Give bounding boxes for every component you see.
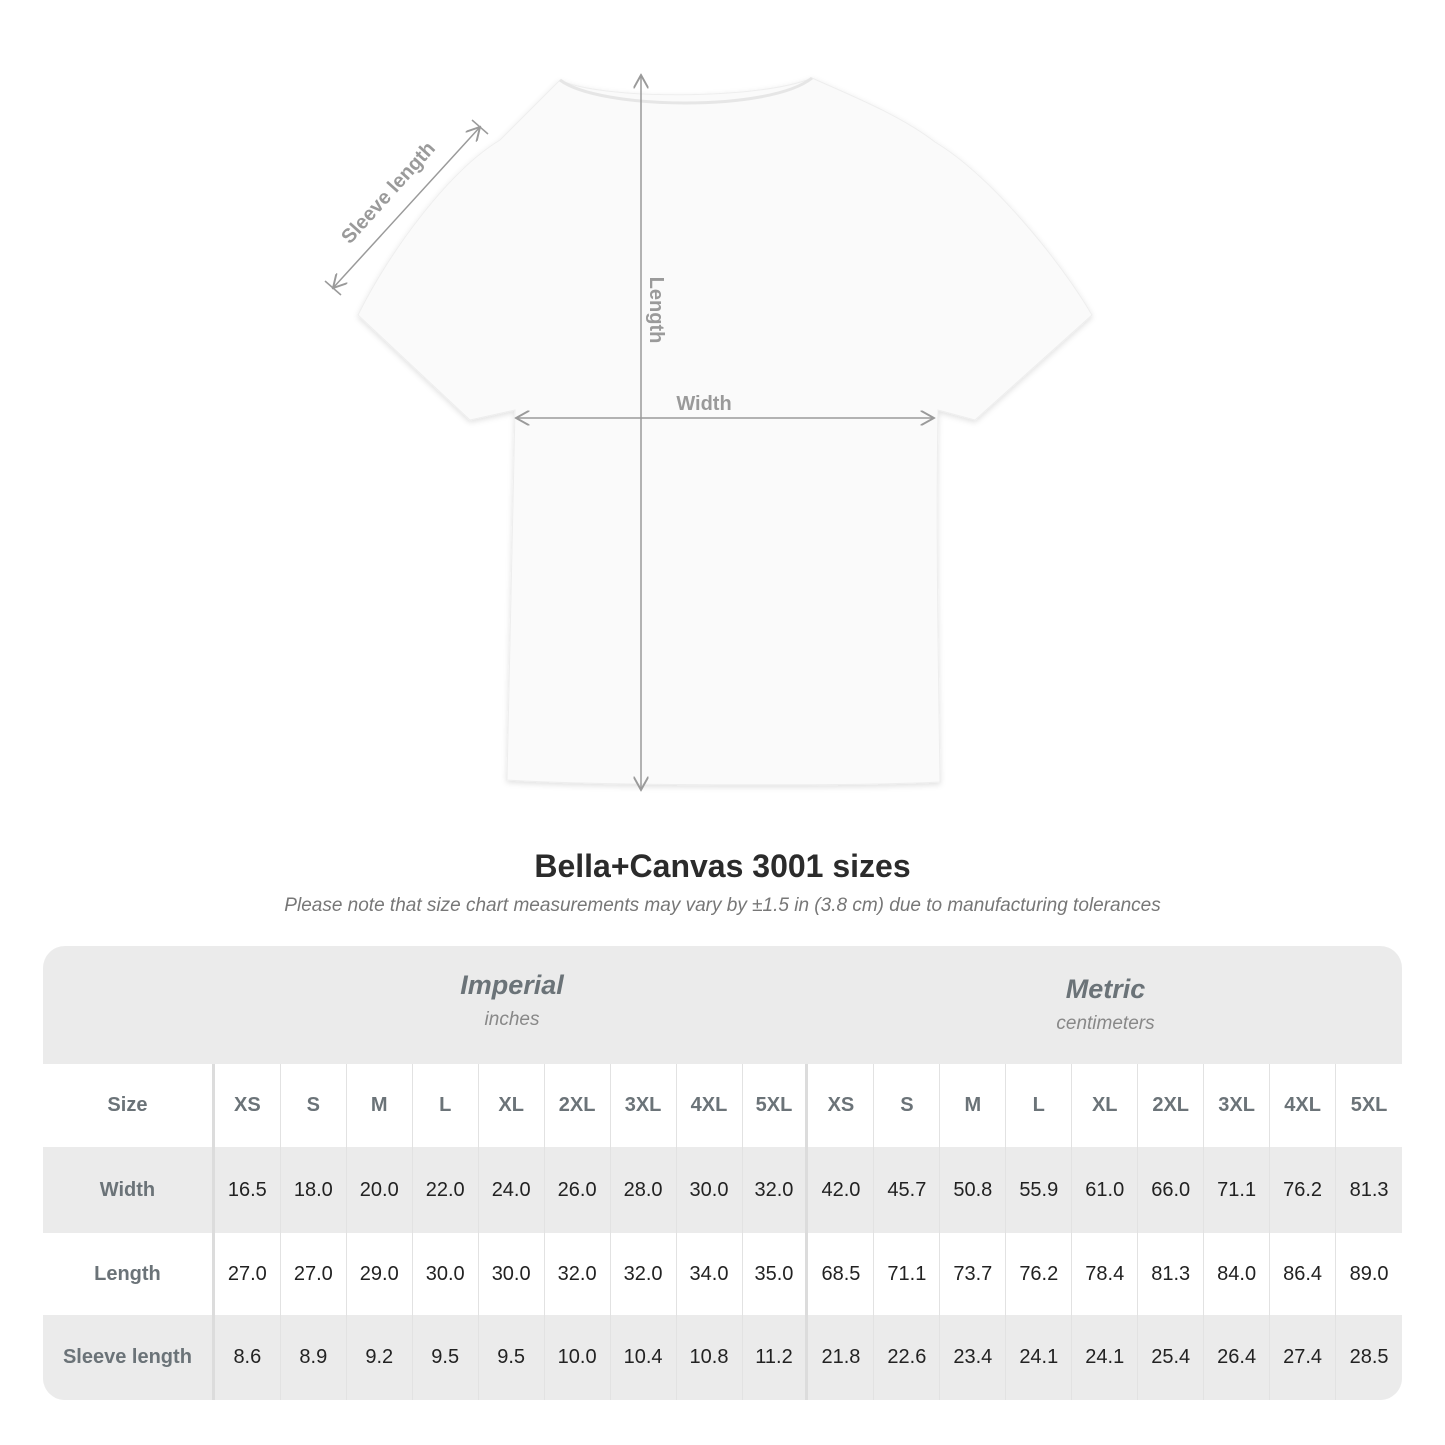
value-imperial: 30.0 (479, 1233, 545, 1315)
value-metric: 73.7 (940, 1233, 1007, 1315)
value-imperial: 27.0 (215, 1233, 281, 1315)
value-metric: 81.3 (1349, 1178, 1389, 1201)
size-metric: 4XL (1270, 1064, 1337, 1147)
value-metric: 24.1 (1072, 1315, 1139, 1400)
value-imperial: 32.0 (611, 1233, 677, 1315)
value-metric: 78.4 (1072, 1233, 1139, 1315)
size-imperial: 2XL (545, 1064, 611, 1147)
size-imperial: XS (215, 1064, 281, 1147)
tshirt-collar (559, 76, 813, 105)
row-label: Width (43, 1147, 215, 1233)
value-metric: 25.4 (1138, 1315, 1205, 1400)
value-imperial: 24.0 (479, 1147, 545, 1233)
value-imperial: 32.0 (743, 1147, 809, 1233)
size-metric: L (1006, 1064, 1073, 1147)
value-metric: 61.0 (1072, 1147, 1139, 1233)
value-imperial: 32.0 (545, 1233, 611, 1315)
metric-unit: centimeters (1056, 1013, 1155, 1034)
metric-title: Metric (1065, 974, 1146, 1004)
size-imperial: 3XL (611, 1064, 677, 1147)
size-metric: XL (1072, 1064, 1139, 1147)
tshirt-shape (357, 77, 1093, 786)
value-imperial: 16.5 (215, 1147, 281, 1233)
page-title: Bella+Canvas 3001 sizes (534, 848, 911, 884)
table-row: Width 16.5 18.0 20.0 22.0 24.0 26.0 28.0 30.0 32.… (43, 1147, 1402, 1233)
value-metric: 23.4 (940, 1315, 1007, 1400)
value-metric: 42.0 (808, 1147, 875, 1233)
size-metric: XS (808, 1064, 875, 1147)
value-metric: 21.8 (808, 1315, 875, 1400)
size-imperial: XL (479, 1064, 545, 1147)
value-metric: 28.5 (1349, 1346, 1389, 1368)
value-metric: 26.4 (1204, 1315, 1271, 1400)
width-label: Width (676, 393, 731, 415)
size-imperial: L (413, 1064, 479, 1147)
value-imperial: 27.0 (281, 1233, 347, 1315)
size-imperial: 4XL (677, 1064, 743, 1147)
value-imperial: 9.5 (413, 1315, 479, 1400)
sleeve-tick (471, 119, 489, 135)
value-imperial: 20.0 (347, 1147, 413, 1233)
imperial-unit: inches (484, 1009, 540, 1030)
value-imperial: 11.2 (743, 1315, 809, 1400)
table-row: Sleeve length 8.6 8.9 9.2 9.5 9.5 10.0 10.4 10.8… (43, 1315, 1402, 1400)
value-imperial: 35.0 (743, 1233, 809, 1315)
sleeve-arrow (333, 127, 480, 288)
tshirt-diagram: Sleeve length Length Width (324, 0, 1093, 840)
value-imperial: 26.0 (545, 1147, 611, 1233)
size-metric: 3XL (1204, 1064, 1271, 1147)
value-metric: 66.0 (1138, 1147, 1205, 1233)
value-imperial: 18.0 (281, 1147, 347, 1233)
value-imperial: 30.0 (413, 1233, 479, 1315)
value-metric: 89.0 (1349, 1262, 1389, 1285)
value-metric: 68.5 (808, 1233, 875, 1315)
row-label: Sleeve length (43, 1315, 215, 1400)
size-header-row: Size XS S M L XL 2XL 3XL 4XL 5XL XS S M L XL 2XL 3XL 4XL 5… (43, 1064, 1402, 1147)
value-metric: 22.6 (874, 1315, 941, 1400)
value-metric: 86.4 (1270, 1233, 1337, 1315)
value-metric: 76.2 (1006, 1233, 1073, 1315)
size-metric: 5XL (1350, 1094, 1388, 1116)
value-imperial: 28.0 (611, 1147, 677, 1233)
metric-header: Metric centimeters (809, 946, 1402, 1064)
value-metric: 45.7 (874, 1147, 941, 1233)
size-metric: 2XL (1138, 1064, 1205, 1147)
size-imperial: 5XL (743, 1064, 809, 1147)
value-imperial: 10.4 (611, 1315, 677, 1400)
value-imperial: 9.5 (479, 1315, 545, 1400)
row-label: Length (43, 1233, 215, 1315)
value-metric: 71.1 (1204, 1147, 1271, 1233)
value-metric: 76.2 (1270, 1147, 1337, 1233)
imperial-title: Imperial (460, 970, 564, 1000)
value-imperial: 30.0 (677, 1147, 743, 1233)
value-metric: 71.1 (874, 1233, 941, 1315)
value-metric: 50.8 (940, 1147, 1007, 1233)
size-imperial: M (347, 1064, 413, 1147)
imperial-header: Imperial inches (215, 946, 809, 1064)
value-metric: 81.3 (1138, 1233, 1205, 1315)
value-imperial: 8.9 (281, 1315, 347, 1400)
size-metric: S (874, 1064, 941, 1147)
tolerance-note: Please note that size chart measurements… (284, 895, 1161, 916)
value-metric: 84.0 (1204, 1233, 1271, 1315)
value-imperial: 9.2 (347, 1315, 413, 1400)
value-imperial: 29.0 (347, 1233, 413, 1315)
sleeve-tick (324, 280, 342, 296)
value-imperial: 10.8 (677, 1315, 743, 1400)
size-imperial: S (281, 1064, 347, 1147)
value-metric: 27.4 (1270, 1315, 1337, 1400)
value-imperial: 8.6 (215, 1315, 281, 1400)
value-metric: 24.1 (1006, 1315, 1073, 1400)
length-label: Length (645, 277, 667, 344)
value-metric: 55.9 (1006, 1147, 1073, 1233)
size-metric: M (940, 1064, 1007, 1147)
table-row: Length 27.0 27.0 29.0 30.0 30.0 32.0 32.0 34.0 35… (43, 1233, 1402, 1315)
size-table: Imperial inches Metric centimeters Size X… (43, 946, 1402, 1400)
value-imperial: 22.0 (413, 1147, 479, 1233)
value-imperial: 34.0 (677, 1233, 743, 1315)
row-label: Size (43, 1064, 215, 1147)
value-imperial: 10.0 (545, 1315, 611, 1400)
